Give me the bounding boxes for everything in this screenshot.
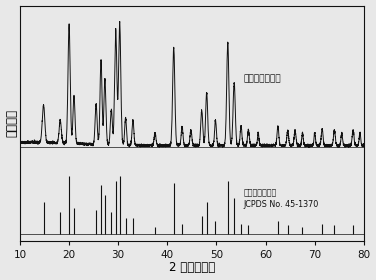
Text: 磷酸铋纳米粒子: 磷酸铋纳米粒子: [244, 74, 281, 83]
Text: 磷酸铋标准数据
JCPDS No. 45-1370: 磷酸铋标准数据 JCPDS No. 45-1370: [244, 188, 319, 209]
X-axis label: 2 倍衍射角度: 2 倍衍射角度: [169, 262, 215, 274]
Y-axis label: 衍射强度: 衍射强度: [6, 109, 18, 137]
